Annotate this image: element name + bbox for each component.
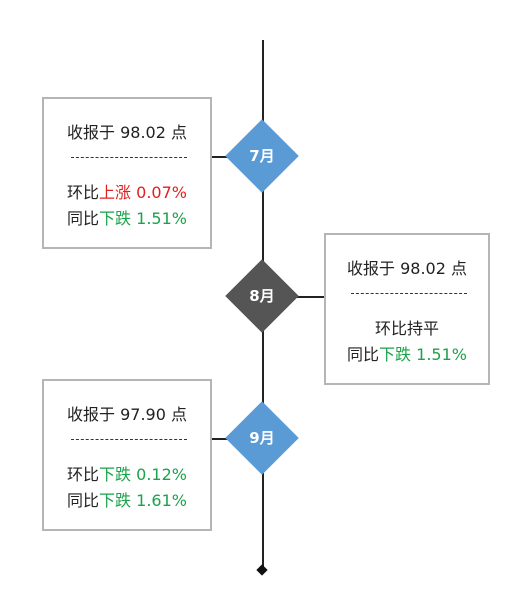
mom-prefix: 环比	[67, 183, 100, 202]
card-september: 收报于 97.90 点 环比下跌 0.12% 同比下跌 1.61%	[42, 379, 212, 531]
yoy-prefix: 同比	[67, 209, 100, 228]
divider	[351, 293, 467, 294]
mom-flat-text: 环比持平	[374, 319, 439, 338]
timeline-end-marker	[256, 564, 268, 576]
divider	[71, 439, 187, 440]
close-text: 收报于 98.02 点	[67, 123, 187, 142]
mom-line: 环比持平	[326, 315, 488, 339]
mom-value: 0.07%	[131, 183, 187, 202]
yoy-value: 1.51%	[131, 209, 187, 228]
mom-line: 环比上涨 0.07%	[44, 179, 210, 203]
close-text: 收报于 97.90 点	[67, 405, 187, 424]
mom-prefix: 环比	[67, 465, 100, 484]
yoy-line: 同比下跌 1.61%	[44, 487, 210, 511]
card-july: 收报于 98.02 点 环比上涨 0.07% 同比下跌 1.51%	[42, 97, 212, 249]
connector-september	[212, 438, 230, 440]
mom-value: 0.12%	[131, 465, 187, 484]
yoy-prefix: 同比	[67, 491, 100, 510]
yoy-value: 1.51%	[411, 345, 467, 364]
milestone-september-label: 9月	[249, 429, 275, 447]
divider	[71, 157, 187, 158]
milestone-august-label: 8月	[249, 287, 275, 305]
card-august: 收报于 98.02 点 环比持平 同比下跌 1.51%	[324, 233, 490, 385]
mom-line: 环比下跌 0.12%	[44, 461, 210, 485]
yoy-direction: 下跌	[99, 491, 132, 510]
yoy-value: 1.61%	[131, 491, 187, 510]
yoy-direction: 下跌	[379, 345, 412, 364]
yoy-line: 同比下跌 1.51%	[44, 205, 210, 229]
yoy-line: 同比下跌 1.51%	[326, 341, 488, 365]
connector-july	[212, 156, 230, 158]
mom-direction: 上涨	[99, 183, 132, 202]
yoy-prefix: 同比	[347, 345, 380, 364]
milestone-july-label: 7月	[249, 147, 275, 165]
yoy-direction: 下跌	[99, 209, 132, 228]
mom-direction: 下跌	[99, 465, 132, 484]
connector-august	[296, 296, 324, 298]
close-text: 收报于 98.02 点	[347, 259, 467, 278]
